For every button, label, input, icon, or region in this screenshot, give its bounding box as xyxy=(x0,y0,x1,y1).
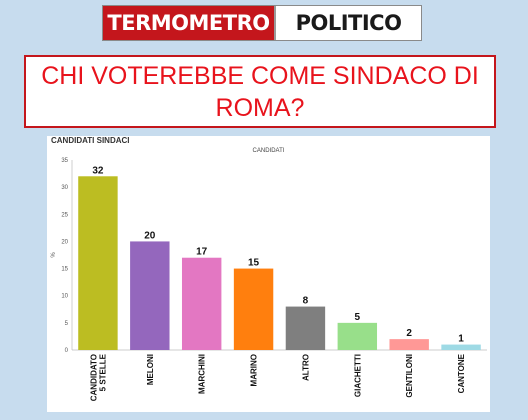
data-label: 1 xyxy=(458,334,464,345)
bar-3 xyxy=(233,268,274,350)
bar-0 xyxy=(78,176,118,350)
chart-subtitle: CANDIDATI xyxy=(252,148,285,154)
y-tick-label: 0 xyxy=(65,348,69,354)
bar-5 xyxy=(337,322,378,350)
x-tick-label-line: 5 STELLE xyxy=(98,353,107,391)
x-tick-label-line: CANDIDATO xyxy=(89,354,98,401)
bar-2 xyxy=(181,257,222,350)
x-tick-label-line: MARCHINI xyxy=(198,354,207,394)
y-axis-label: % xyxy=(51,252,57,258)
x-tick-label: ALTRO xyxy=(301,354,310,381)
x-tick-label: CANDIDATO 5 STELLE xyxy=(89,353,107,401)
x-tick-label-line: CANTONE xyxy=(457,353,466,393)
chart-title: CANDIDATI SINDACI xyxy=(51,136,130,145)
headline-box: CHI VOTEREBBE COME SINDACO DI ROMA? xyxy=(24,55,496,128)
data-label: 17 xyxy=(196,247,208,258)
x-tick-label-line: GENTILONI xyxy=(405,354,414,398)
x-tick-label-line: GIACHETTI xyxy=(353,354,362,397)
data-label: 15 xyxy=(248,258,260,269)
logo: TERMOMETRO POLITICO xyxy=(103,6,421,40)
logo-part-termometro: TERMOMETRO xyxy=(103,6,274,40)
y-tick-label: 30 xyxy=(61,185,68,191)
headline: CHI VOTEREBBE COME SINDACO DI ROMA? xyxy=(41,61,479,122)
x-tick-label: MELONI xyxy=(146,354,155,385)
y-tick-label: 20 xyxy=(61,239,68,245)
y-tick-label: 25 xyxy=(61,212,68,218)
x-tick-label: GENTILONI xyxy=(405,354,414,398)
chart-panel: CANDIDATI SINDACI CANDIDATI 0 5 10 15 20 25 30… xyxy=(47,136,490,412)
x-tick-label-line: MELONI xyxy=(146,354,155,385)
x-tick-label-line: ALTRO xyxy=(301,354,310,381)
x-tick-label: CANTONE xyxy=(457,353,466,393)
x-tick-label: MARCHINI xyxy=(198,354,207,394)
logo-part-politico: POLITICO xyxy=(274,6,421,40)
x-tick-label: GIACHETTI xyxy=(353,354,362,397)
data-label: 8 xyxy=(303,296,309,307)
bar-1 xyxy=(130,241,170,350)
data-label: 32 xyxy=(92,165,104,176)
y-tick-label: 15 xyxy=(61,267,68,273)
x-tick-label-line: MARINO xyxy=(250,354,259,386)
data-label: 5 xyxy=(355,312,361,323)
bar-7 xyxy=(441,344,481,350)
data-label: 20 xyxy=(144,230,156,241)
y-tick-label: 10 xyxy=(61,294,68,300)
y-tick-label: 5 xyxy=(65,321,69,327)
bar-4 xyxy=(285,306,326,350)
x-tick-label: MARINO xyxy=(250,354,259,386)
y-tick-label: 35 xyxy=(61,158,68,164)
bar-6 xyxy=(389,339,429,350)
data-label: 2 xyxy=(406,328,412,339)
